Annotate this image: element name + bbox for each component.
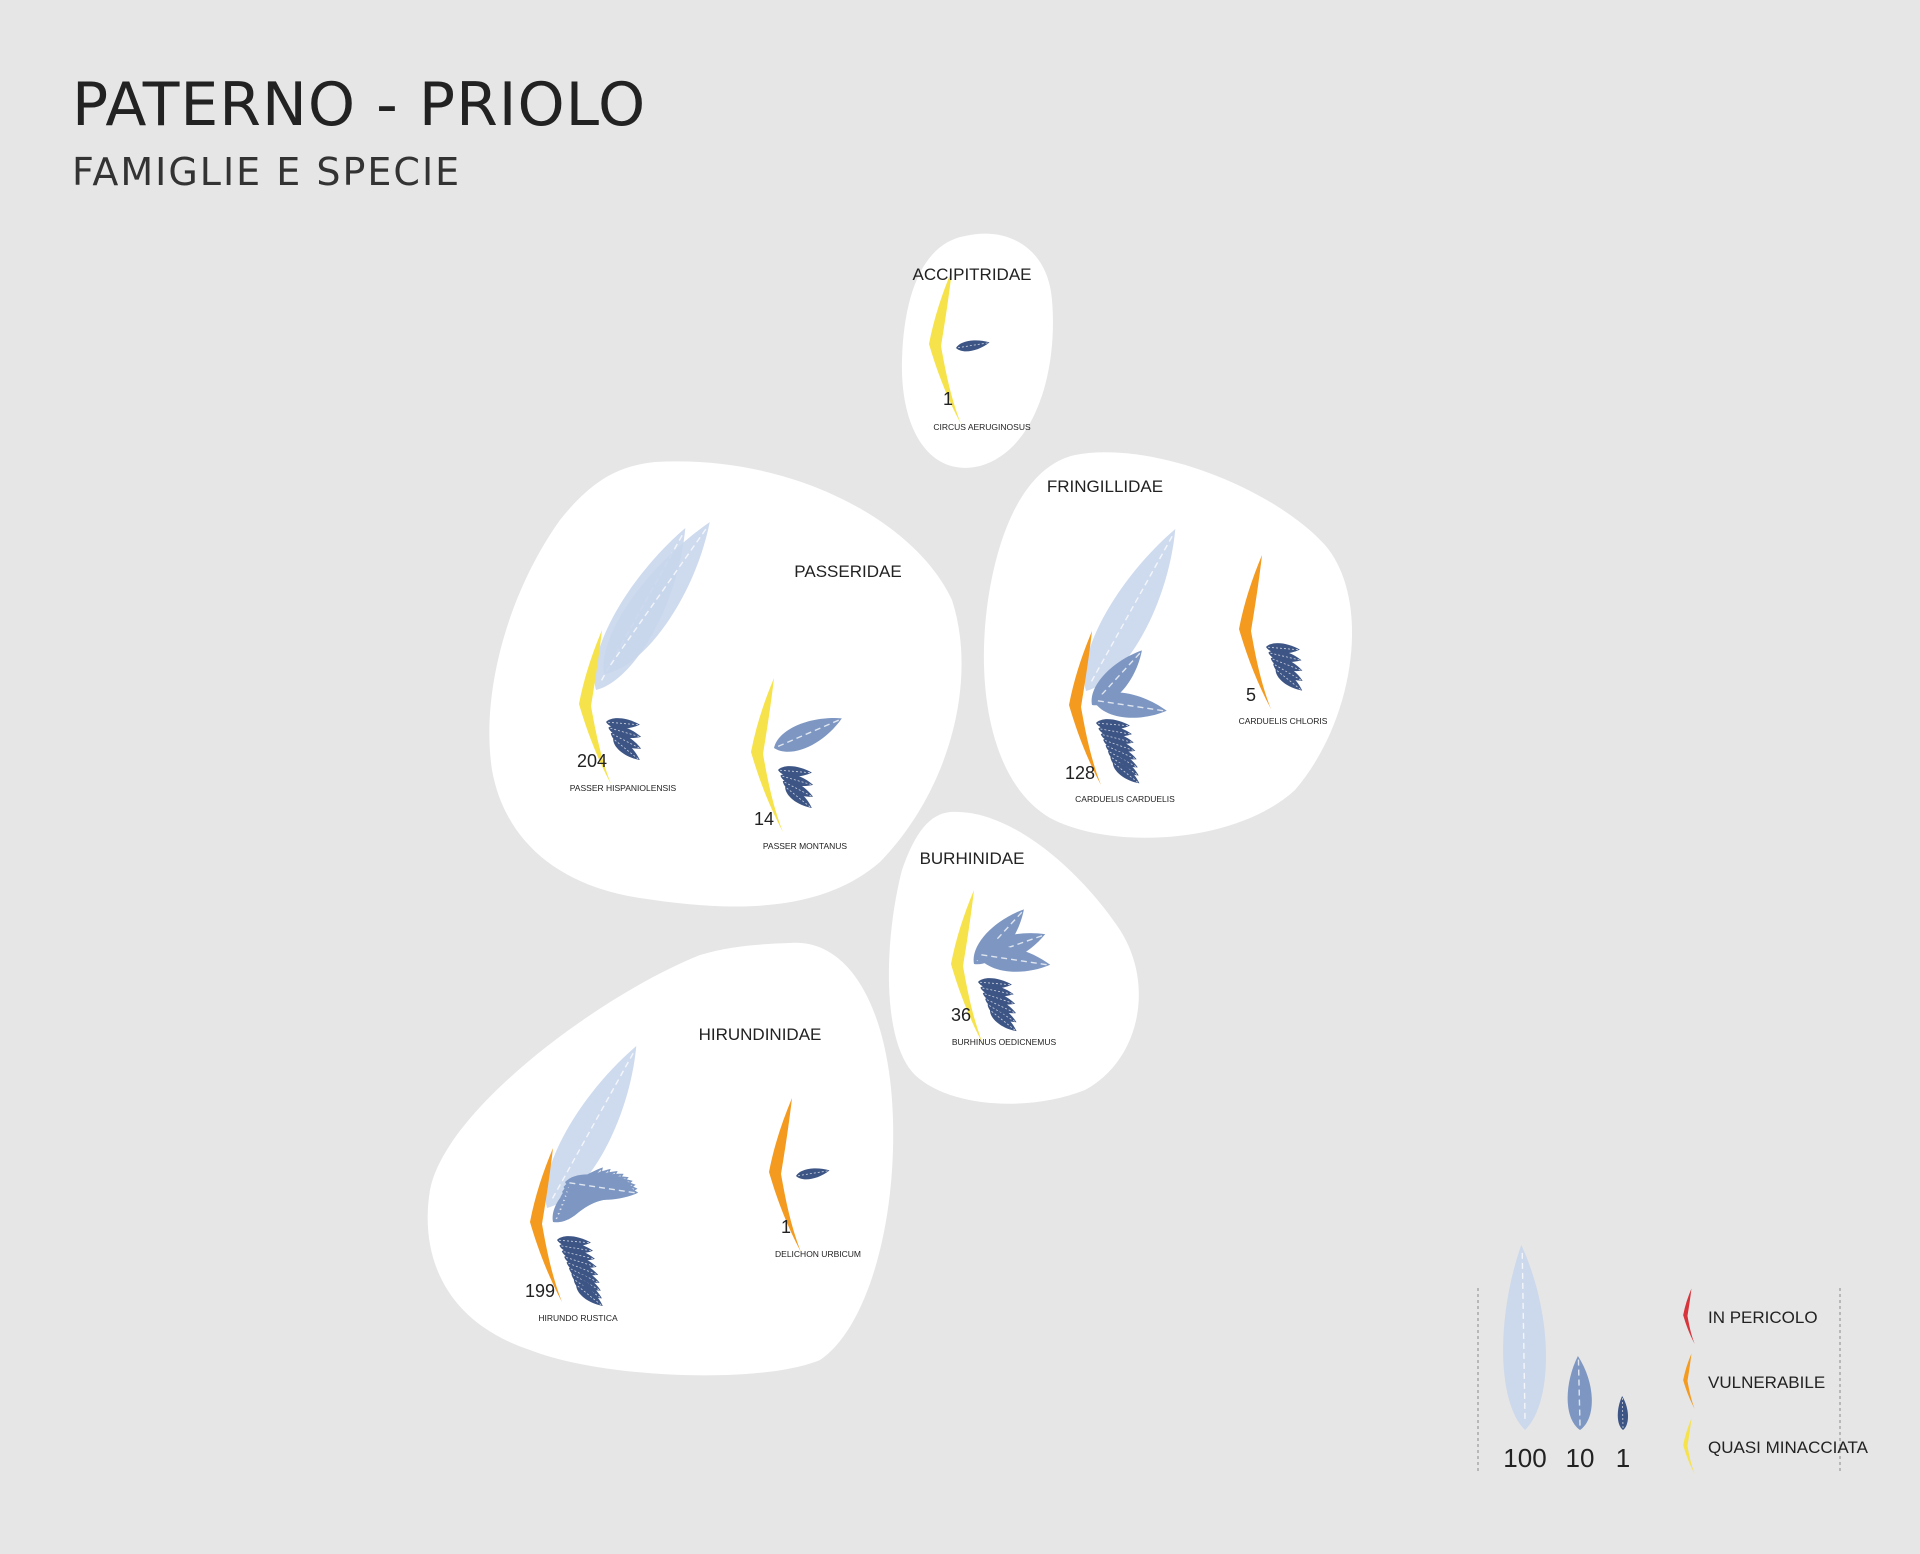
species-count: 204: [577, 751, 607, 771]
family-name: BURHINIDAE: [920, 849, 1025, 868]
species-glyph: [751, 678, 842, 832]
species-name: HIRUNDO RUSTICA: [538, 1313, 618, 1323]
legend-feather-100: [1503, 1245, 1546, 1430]
species-count: 1: [943, 389, 953, 409]
status-marker-quasi-minacciata: [751, 678, 783, 832]
feather-1: [566, 1261, 599, 1276]
legend-status-label: VULNERABILE: [1708, 1373, 1825, 1392]
status-marker-vulnerabile: [1069, 631, 1101, 785]
status-marker-quasi-minacciata: [951, 890, 983, 1044]
legend-feather-1: [1617, 1396, 1629, 1430]
species-count: 14: [754, 809, 774, 829]
legend-size-label: 1: [1616, 1443, 1630, 1473]
status-marker-in-pericolo: [1683, 1288, 1695, 1344]
feather-1: [1275, 669, 1303, 691]
feather-10: [565, 1174, 639, 1200]
status-marker-quasi-minacciata: [1683, 1418, 1695, 1474]
species-count: 199: [525, 1281, 555, 1301]
species-name: CARDUELIS CARDUELIS: [1075, 794, 1175, 804]
feather-1: [613, 738, 640, 760]
family-blob: [983, 452, 1353, 838]
feather-1: [569, 1267, 600, 1283]
feather-10: [774, 718, 842, 752]
species-name: BURHINUS OEDICNEMUS: [952, 1037, 1057, 1047]
feather-1: [1105, 744, 1137, 760]
legend-status-label: IN PERICOLO: [1708, 1308, 1818, 1327]
status-marker-quasi-minacciata: [929, 270, 961, 424]
family-blob: [489, 461, 962, 907]
feather-100: [1084, 528, 1176, 691]
feather-1: [610, 732, 642, 749]
family-name: PASSERIDAE: [794, 562, 901, 581]
species-glyph: [951, 890, 1051, 1044]
status-marker-vulnerabile: [530, 1148, 562, 1302]
feather-1: [1112, 762, 1140, 784]
family-name: HIRUNDINIDAE: [699, 1025, 822, 1044]
feather-1: [1273, 663, 1303, 681]
species-count: 1: [781, 1217, 791, 1237]
feather-100: [545, 1045, 637, 1208]
species-count: 128: [1065, 763, 1095, 783]
feather-1: [956, 340, 990, 352]
status-marker-vulnerabile: [1239, 555, 1271, 709]
feather-1: [796, 1168, 830, 1180]
species-name: PASSER HISPANIOLENSIS: [570, 783, 677, 793]
feather-1: [785, 786, 812, 808]
family-name: FRINGILLIDAE: [1047, 477, 1163, 496]
species-count: 36: [951, 1005, 971, 1025]
feather-10: [977, 946, 1051, 972]
species-name: CARDUELIS CHLORIS: [1239, 716, 1328, 726]
species-glyph: [530, 1045, 639, 1306]
species-name: DELICHON URBICUM: [775, 1249, 861, 1259]
status-marker-vulnerabile: [769, 1098, 801, 1252]
feather-10: [1091, 650, 1142, 706]
feather-1: [782, 780, 814, 797]
species-glyphs: [530, 270, 1303, 1306]
species-name: CIRCUS AERUGINOSUS: [933, 422, 1031, 432]
feather-1: [982, 991, 1016, 1005]
page-title: PATERNO - PRIOLO: [72, 70, 647, 140]
status-marker-vulnerabile: [1683, 1353, 1695, 1409]
family-name: ACCIPITRIDAE: [912, 265, 1031, 284]
feather-10: [1093, 692, 1167, 718]
species-count: 5: [1246, 685, 1256, 705]
species-glyph: [1069, 528, 1176, 785]
legend-status-label: QUASI MINACCIATA: [1708, 1438, 1869, 1457]
feather-1: [571, 1272, 601, 1291]
feather-1: [576, 1284, 603, 1306]
page-subtitle: FAMIGLIE E SPECIE: [72, 150, 462, 194]
legend-feather-10: [1567, 1356, 1592, 1430]
species-glyph: [1239, 555, 1303, 709]
species-name: PASSER MONTANUS: [763, 841, 848, 851]
legend-size-label: 10: [1566, 1443, 1595, 1473]
species-glyph: [769, 1098, 830, 1252]
species-glyph: [579, 522, 710, 784]
feather-1: [985, 997, 1017, 1014]
status-marker-quasi-minacciata: [579, 630, 611, 784]
diagram-labels: ACCIPITRIDAE 1 CIRCUS AERUGINOSUS PASSERIDA…: [525, 265, 1328, 1323]
family-blob: [901, 233, 1053, 468]
feather-1: [987, 1003, 1017, 1023]
feather-1: [989, 1009, 1017, 1032]
feather-1: [1108, 750, 1138, 768]
feather-1: [1103, 738, 1136, 752]
feather-100: [603, 522, 710, 674]
legend-size-label: 100: [1503, 1443, 1546, 1473]
family-blob: [427, 942, 894, 1376]
feather-1: [1270, 656, 1303, 672]
species-glyph: [929, 270, 990, 424]
legend: 100 10 1 IN PERICOLO VULNERABILE QUASI MINACC…: [1477, 1245, 1869, 1474]
